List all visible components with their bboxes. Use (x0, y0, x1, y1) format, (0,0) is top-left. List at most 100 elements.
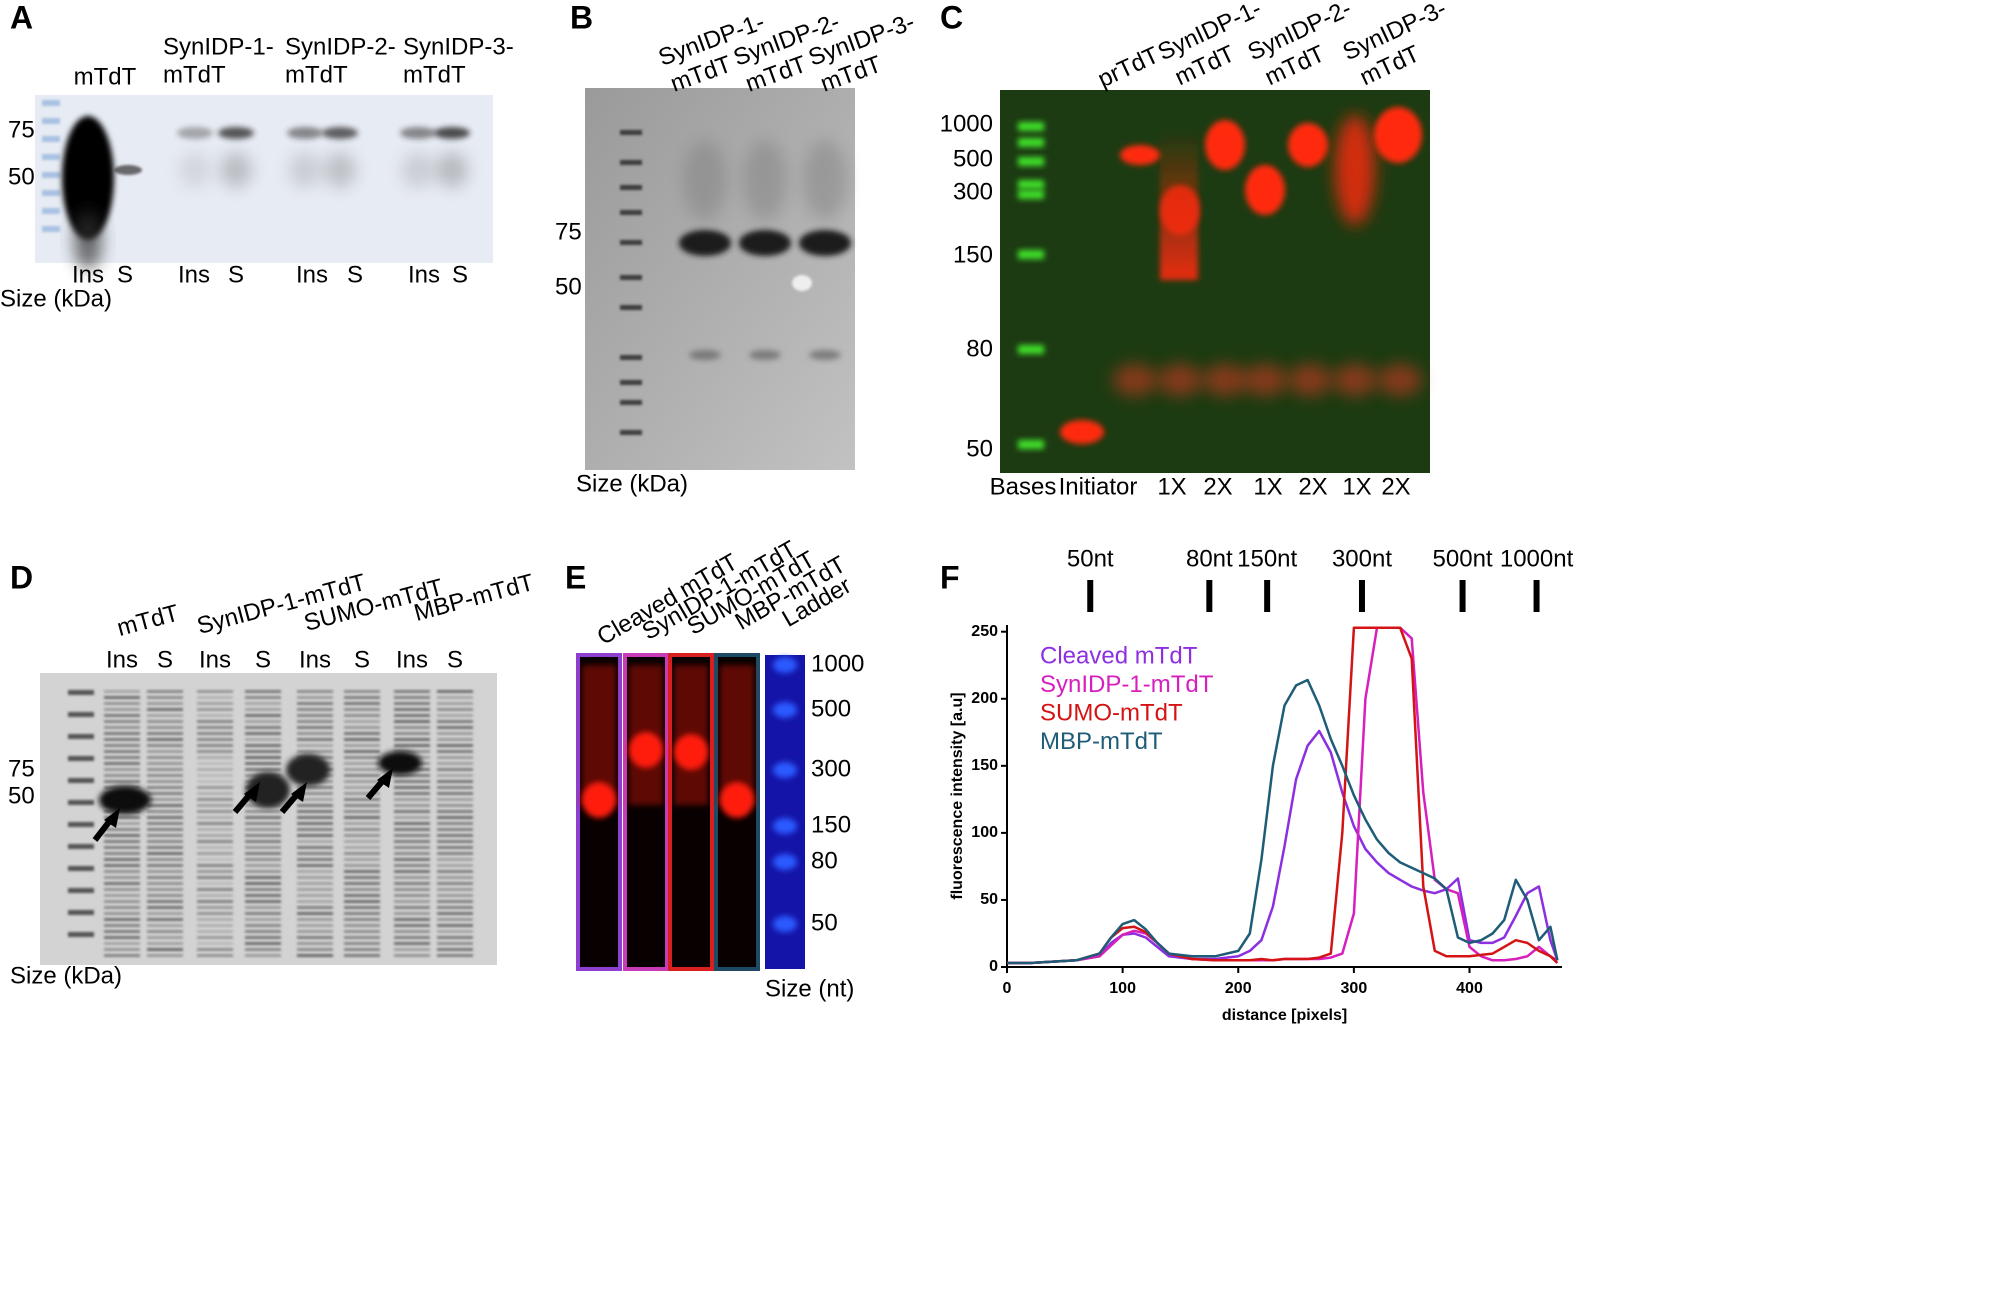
band (104, 774, 140, 777)
band (245, 882, 281, 885)
size-label: 500 (953, 145, 993, 172)
band (1160, 185, 1200, 235)
band (104, 942, 140, 945)
ladder-band (68, 756, 94, 761)
band (197, 900, 233, 903)
band (104, 894, 140, 897)
panel-label: B (570, 0, 593, 35)
band (402, 152, 434, 188)
band (437, 756, 473, 759)
band (394, 840, 430, 843)
y-tick-label: 0 (989, 958, 998, 975)
ladder-band (68, 910, 94, 915)
band (437, 906, 473, 909)
band (245, 714, 281, 717)
lane-header: mTdT (74, 63, 137, 90)
band (245, 858, 281, 861)
ladder-band (620, 400, 642, 405)
band (344, 780, 380, 783)
band (147, 738, 183, 741)
size-label: 150 (953, 241, 993, 268)
band (1205, 120, 1245, 170)
band (297, 750, 333, 753)
arrow-head (244, 782, 260, 802)
band (344, 936, 380, 939)
size-label: 1000 (940, 110, 993, 137)
size-label: 50 (966, 435, 993, 462)
band (104, 846, 140, 849)
band (1245, 165, 1285, 215)
band (297, 870, 333, 873)
band (344, 888, 380, 891)
size-label: 1000 (811, 650, 864, 677)
band (394, 708, 430, 711)
y-tick-label: 250 (971, 623, 998, 640)
band (394, 744, 430, 747)
band (437, 792, 473, 795)
band (245, 924, 281, 927)
band (437, 894, 473, 897)
band (437, 852, 473, 855)
ladder-band (1018, 190, 1044, 199)
ladder-band (1018, 180, 1044, 189)
band (344, 942, 380, 945)
band (197, 756, 233, 759)
band (437, 744, 473, 747)
ladder-band (68, 712, 94, 717)
band (104, 912, 140, 915)
band (104, 900, 140, 903)
band (147, 786, 183, 789)
band (197, 858, 233, 861)
band (147, 930, 183, 933)
band (400, 127, 436, 139)
band (297, 822, 333, 825)
band (297, 906, 333, 909)
band (297, 726, 333, 729)
band (629, 732, 663, 768)
size-label: 75 (555, 218, 582, 245)
band (245, 756, 281, 759)
size-label: 50 (8, 782, 35, 809)
band (197, 744, 233, 747)
band (147, 702, 183, 705)
band (104, 852, 140, 855)
ladder-band (1018, 250, 1044, 259)
band (104, 768, 140, 771)
size-marker-label: 150nt (1237, 545, 1297, 572)
band (344, 720, 380, 723)
band (792, 275, 812, 291)
band (394, 924, 430, 927)
band (394, 726, 430, 729)
ladder-band (620, 130, 642, 135)
band (437, 864, 473, 867)
band (394, 714, 430, 717)
band (104, 702, 140, 705)
band (104, 924, 140, 927)
ladder-band (68, 866, 94, 871)
band (104, 882, 140, 885)
band (245, 828, 281, 831)
band (104, 870, 140, 873)
band (394, 870, 430, 873)
series-line (1007, 729, 1559, 965)
size-label: 80 (966, 335, 993, 362)
band (245, 768, 281, 771)
band (246, 772, 290, 808)
band (394, 834, 430, 837)
arrow-head (104, 808, 120, 828)
band (245, 948, 281, 951)
band (197, 834, 233, 837)
band (197, 726, 233, 729)
band (147, 762, 183, 765)
band (147, 900, 183, 903)
panel-label: A (10, 0, 33, 35)
band (197, 882, 233, 885)
band (344, 870, 380, 873)
band (773, 657, 797, 673)
band (437, 696, 473, 699)
lane-label: 2X (1203, 473, 1232, 500)
band (104, 954, 140, 957)
band (147, 798, 183, 801)
band (99, 786, 151, 814)
